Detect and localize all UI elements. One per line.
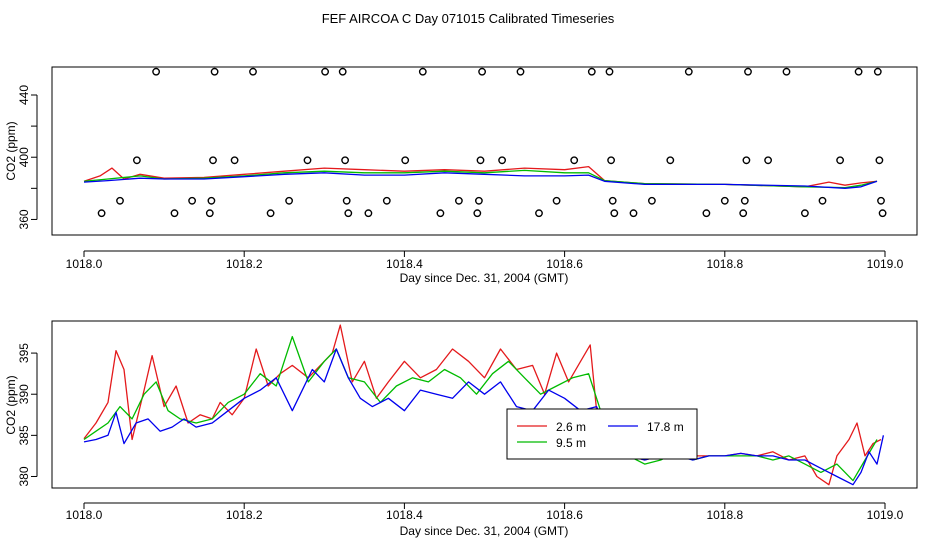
top-calibration-marker	[739, 209, 748, 218]
top-calibration-marker	[205, 209, 214, 218]
top-y-tick-label: 440	[17, 85, 31, 105]
bottom-x-axis-label: Day since Dec. 31, 2004 (GMT)	[400, 524, 569, 538]
top-calibration-marker	[303, 156, 312, 165]
bottom-x-tick-label: 1018.4	[386, 508, 423, 522]
top-calibration-marker	[476, 156, 485, 165]
bottom-x-tick-label: 1018.2	[226, 508, 263, 522]
top-calibration-marker	[341, 156, 349, 165]
top-calibration-marker	[629, 209, 638, 218]
top-calibration-marker	[535, 209, 543, 218]
top-calibration-marker	[648, 196, 656, 205]
bottom-panel: 1018.0 1018.2 1018.4 1018.6 1018.8 1019.0 380 3…	[4, 320, 918, 538]
top-calibration-marker	[875, 156, 884, 165]
top-y-tick-label: 360	[17, 209, 31, 229]
top-calibration-marker	[516, 67, 525, 76]
top-calibration-marker	[210, 67, 219, 76]
top-calibration-marker	[116, 196, 124, 205]
bottom-y-tick-label: 390	[17, 384, 31, 404]
top-calibration-marker	[97, 209, 106, 218]
top-calibration-marker	[801, 209, 809, 218]
top-calibration-marker	[230, 156, 239, 165]
bottom-plot-frame	[51, 320, 918, 489]
top-calibration-marker	[702, 209, 711, 218]
top-x-axis-label: Day since Dec. 31, 2004 (GMT)	[400, 271, 569, 285]
top-x-tick-label: 1018.6	[546, 257, 583, 271]
top-calibration-marker	[854, 67, 863, 76]
top-calibration-marker	[873, 67, 882, 76]
top-calibration-marker	[132, 156, 141, 165]
top-calibration-marker	[473, 209, 482, 218]
bottom-x-tick-label: 1018.6	[546, 508, 583, 522]
legend-label-17-8m: 17.8 m	[647, 420, 684, 434]
top-calibration-marker	[587, 67, 596, 76]
bottom-series-9-5-m	[83, 335, 878, 482]
top-calibration-marker	[552, 196, 561, 205]
top-calibration-marker	[478, 67, 486, 76]
top-calibration-marker	[474, 196, 483, 205]
top-calibration-marker	[684, 67, 693, 76]
top-panel: 1018.0 1018.2 1018.4 1018.6 1018.8 1019.0 360 4…	[4, 66, 918, 285]
bottom-x-tick-label: 1018.0	[66, 508, 103, 522]
top-calibration-marker	[342, 196, 351, 205]
top-calibration-marker	[344, 209, 353, 218]
top-calibration-marker	[207, 196, 216, 205]
top-calibration-marker	[418, 67, 427, 76]
top-calibration-marker	[878, 209, 887, 218]
top-series-2-6-m	[83, 165, 878, 188]
bottom-x-tick-label: 1019.0	[867, 508, 904, 522]
legend: 2.6 m 9.5 m 17.8 m	[506, 408, 698, 460]
top-x-tick-label: 1018.8	[706, 257, 743, 271]
top-calibration-marker	[454, 196, 463, 205]
top-calibration-marker	[744, 67, 752, 76]
top-x-tick-label: 1018.4	[386, 257, 423, 271]
top-plot-frame	[51, 66, 918, 236]
bottom-series-2-6-m	[83, 324, 882, 486]
top-calibration-marker	[570, 156, 579, 165]
bottom-x-tick-label: 1018.8	[706, 508, 743, 522]
top-calibration-marker	[610, 209, 619, 218]
bottom-y-tick-label: 385	[17, 425, 31, 445]
top-y-tick-label: 400	[17, 147, 31, 167]
top-calibration-marker	[285, 196, 293, 205]
top-calibration-marker	[249, 67, 257, 76]
top-calibration-marker	[382, 196, 391, 205]
top-calibration-marker	[436, 209, 445, 218]
bottom-y-axis-label: CO2 (ppm)	[4, 375, 18, 434]
top-calibration-marker	[170, 209, 179, 218]
top-calibration-marker	[605, 67, 614, 76]
top-calibration-marker	[877, 196, 885, 205]
top-calibration-marker	[608, 196, 617, 205]
figure-title: FEF AIRCOA C Day 071015 Calibrated Times…	[322, 11, 615, 26]
top-calibration-marker	[720, 196, 729, 205]
legend-label-2-6m: 2.6 m	[556, 420, 586, 434]
top-calibration-marker	[818, 196, 827, 205]
top-series-17-8-m	[83, 172, 878, 189]
top-calibration-marker	[266, 209, 275, 218]
top-calibration-marker	[836, 156, 844, 165]
top-calibration-marker	[607, 156, 615, 165]
top-calibration-marker	[782, 67, 791, 76]
top-calibration-marker	[209, 156, 217, 165]
top-calibration-marker	[764, 156, 772, 165]
top-calibration-marker	[188, 196, 197, 205]
top-x-tick-label: 1018.0	[66, 257, 103, 271]
top-x-tick-label: 1019.0	[867, 257, 904, 271]
top-calibration-marker	[740, 196, 749, 205]
bottom-y-tick-label: 395	[17, 343, 31, 363]
legend-label-9-5m: 9.5 m	[556, 436, 586, 450]
top-calibration-marker	[498, 156, 506, 165]
top-calibration-marker	[742, 156, 751, 165]
top-y-axis-label: CO2 (ppm)	[4, 121, 18, 180]
bottom-series-17-8-m	[83, 348, 885, 486]
top-calibration-marker	[152, 67, 161, 76]
top-calibration-marker	[321, 67, 329, 76]
top-calibration-marker	[401, 156, 410, 165]
top-x-tick-label: 1018.2	[226, 257, 263, 271]
legend-box	[506, 408, 698, 460]
top-calibration-marker	[364, 209, 373, 218]
bottom-y-tick-label: 380	[17, 466, 31, 486]
top-calibration-marker	[666, 156, 675, 165]
top-calibration-marker	[338, 67, 347, 76]
